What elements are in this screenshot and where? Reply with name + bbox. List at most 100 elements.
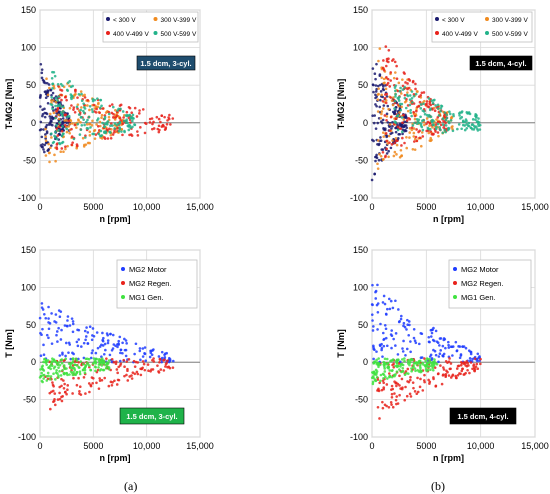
point-v_500_599 [50, 132, 53, 136]
point-mg2_regen [385, 404, 388, 408]
point-mg1_gen [393, 374, 396, 378]
point-v_500_599 [101, 121, 104, 125]
point-v_lt300 [39, 93, 42, 97]
point-v_400_499 [408, 79, 412, 82]
point-v_400_499 [429, 130, 433, 133]
point-mg1_gen [63, 372, 66, 376]
point-v_500_599 [107, 112, 111, 116]
point-mg2_regen [112, 360, 116, 364]
point-mg2_regen [394, 398, 398, 402]
point-mg2_regen [58, 391, 61, 395]
point-mg2_motor [376, 302, 380, 305]
point-v_500_599 [121, 110, 125, 113]
point-mg1_gen [382, 377, 385, 380]
point-mg2_regen [164, 365, 167, 368]
point-mg1_gen [396, 358, 400, 362]
point-mg2_regen [471, 367, 474, 371]
point-v_lt300 [43, 143, 47, 147]
point-v_300_399 [408, 136, 411, 139]
point-v_300_399 [88, 130, 92, 134]
point-mg2_motor [119, 351, 122, 355]
y-tick-label: -100 [18, 432, 36, 442]
point-v_400_499 [60, 93, 63, 97]
point-v_500_599 [411, 124, 415, 127]
point-v_300_399 [95, 123, 98, 126]
point-mg2_regen [434, 385, 438, 388]
point-mg2_regen [123, 374, 126, 378]
point-mg2_motor [371, 303, 374, 307]
x-axis-label: n [rpm] [100, 214, 131, 224]
point-mg2_regen [51, 381, 54, 384]
x-tick-label: 5000 [83, 202, 103, 212]
point-v_400_499 [417, 104, 421, 108]
point-v_500_599 [413, 121, 416, 125]
point-mg2_regen [408, 392, 412, 396]
point-mg1_gen [387, 366, 390, 369]
point-v_400_499 [148, 121, 152, 124]
point-mg2_regen [466, 368, 469, 372]
point-mg1_gen [432, 362, 435, 366]
point-v_500_599 [55, 124, 58, 127]
point-v_400_499 [165, 122, 169, 126]
point-v_300_399 [75, 146, 78, 150]
point-mg1_gen [375, 358, 378, 362]
point-mg1_gen [396, 364, 400, 368]
y-tick-label: 150 [21, 245, 36, 255]
point-mg2_regen [77, 361, 80, 364]
point-v_500_599 [449, 119, 453, 122]
legend-label: MG1 Gen. [461, 293, 496, 302]
point-mg2_regen [395, 384, 398, 388]
point-v_500_599 [439, 110, 442, 113]
point-mg2_motor [371, 319, 374, 322]
point-mg2_motor [429, 328, 433, 332]
x-tick-label: 10,000 [467, 441, 495, 451]
point-v_500_599 [419, 107, 423, 110]
point-v_400_499 [152, 120, 155, 124]
point-mg2_motor [381, 301, 385, 304]
point-mg2_motor [117, 342, 120, 345]
point-mg2_motor [150, 353, 154, 357]
point-mg2_regen [419, 377, 422, 381]
point-v_500_599 [447, 127, 451, 130]
point-v_500_599 [66, 89, 70, 92]
point-v_lt300 [44, 92, 48, 96]
point-mg1_gen [106, 365, 109, 369]
point-v_lt300 [39, 62, 43, 66]
point-v_300_399 [98, 120, 102, 124]
point-mg2_motor [459, 353, 463, 356]
point-mg2_regen [433, 366, 437, 369]
point-v_500_599 [436, 107, 440, 110]
point-mg2_motor [371, 329, 375, 332]
point-v_400_499 [115, 114, 119, 117]
point-v_500_599 [127, 128, 131, 132]
point-v_lt300 [43, 150, 46, 154]
point-v_lt300 [385, 112, 389, 116]
point-v_400_499 [65, 98, 68, 102]
point-mg2_motor [441, 344, 445, 348]
point-mg2_motor [381, 331, 385, 335]
point-mg2_regen [390, 395, 394, 399]
point-mg2_motor [90, 338, 94, 342]
point-v_400_499 [387, 60, 390, 64]
point-mg1_gen [89, 368, 92, 372]
x-tick-label: 5000 [83, 441, 103, 451]
point-mg2_motor [152, 348, 155, 351]
point-v_400_499 [56, 142, 59, 145]
point-v_lt300 [381, 121, 384, 125]
point-mg1_gen [413, 361, 417, 365]
point-v_lt300 [378, 105, 382, 109]
point-v_lt300 [61, 121, 64, 125]
point-mg1_gen [370, 376, 374, 380]
point-v_300_399 [406, 91, 409, 94]
point-v_400_499 [128, 133, 131, 137]
point-v_500_599 [415, 122, 419, 126]
point-v_500_599 [400, 102, 404, 106]
point-mg1_gen [57, 366, 60, 369]
point-v_300_399 [85, 123, 89, 126]
point-v_500_599 [79, 108, 83, 112]
point-v_500_599 [393, 107, 396, 110]
point-mg2_regen [165, 361, 168, 365]
legend-box [431, 11, 533, 43]
point-v_500_599 [457, 123, 461, 126]
point-v_300_399 [81, 136, 85, 140]
